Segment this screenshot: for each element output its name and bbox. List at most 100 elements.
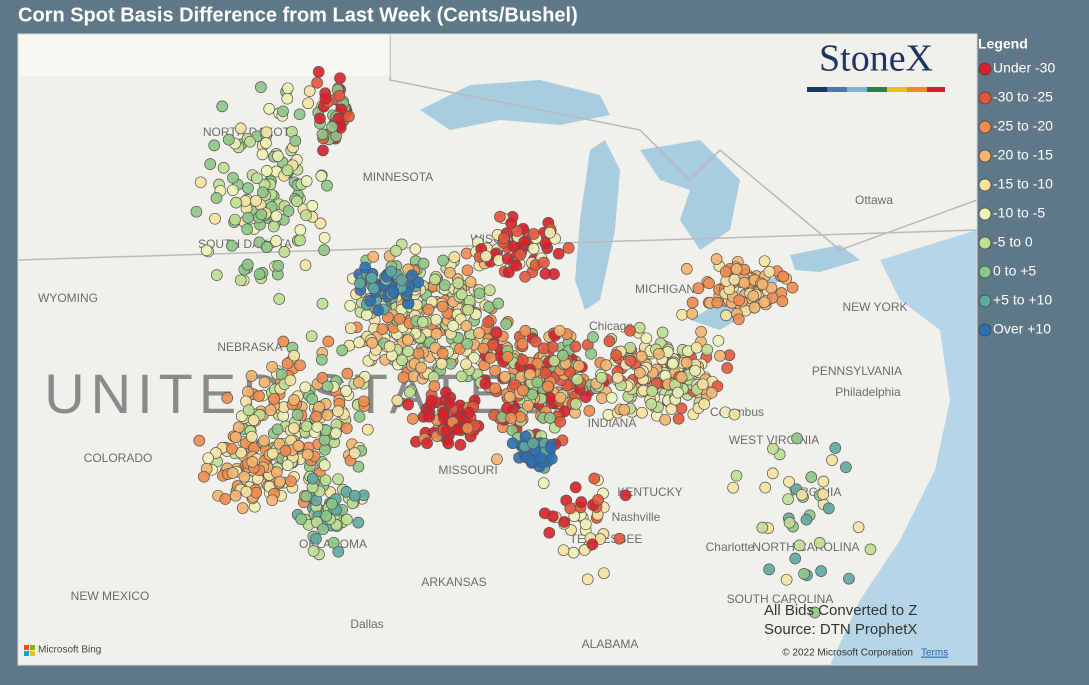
bid-dot	[552, 247, 565, 260]
bid-dot	[425, 394, 438, 407]
terms-link[interactable]: Terms	[921, 648, 948, 659]
bid-dot	[640, 332, 653, 345]
bid-dot	[294, 224, 307, 236]
bid-dot	[352, 460, 365, 473]
lake-huron	[640, 140, 740, 250]
bid-dot	[332, 405, 344, 418]
bid-dot	[524, 368, 536, 381]
bid-dot	[463, 406, 475, 419]
bid-dot	[579, 518, 592, 531]
bid-dot	[728, 408, 741, 421]
bid-dot	[719, 265, 732, 278]
legend-label: -25 to -20	[993, 118, 1053, 134]
bid-dot	[306, 393, 318, 405]
bid-dot	[575, 496, 588, 508]
bid-dot	[319, 443, 331, 456]
bid-dot	[544, 442, 557, 454]
bid-dot	[652, 347, 665, 360]
bid-dot	[227, 171, 239, 184]
bid-dot	[200, 244, 213, 257]
bid-dot	[473, 327, 485, 339]
legend-swatch	[978, 236, 992, 250]
bid-dot	[468, 351, 480, 364]
bid-dot	[808, 606, 821, 619]
bid-dot	[554, 391, 567, 404]
bid-dot	[672, 386, 684, 399]
ocean	[830, 230, 977, 665]
bid-dot	[783, 516, 796, 529]
bid-dot	[826, 454, 838, 466]
bid-dot	[341, 367, 354, 380]
bid-dot	[281, 164, 294, 177]
place-label: NEW YORK	[842, 300, 907, 314]
bid-dot	[357, 395, 370, 408]
bid-dot	[543, 526, 556, 539]
bid-dot	[266, 447, 279, 460]
bid-dot	[310, 532, 322, 545]
legend-label: -10 to -5	[993, 205, 1045, 221]
bid-dot	[255, 208, 268, 221]
bid-dot	[428, 380, 441, 392]
bid-dot	[365, 271, 378, 284]
bid-dot	[316, 297, 329, 310]
bid-dot	[460, 247, 473, 260]
bid-dot	[817, 475, 830, 488]
bid-dot	[383, 340, 396, 353]
bid-dot	[359, 261, 372, 274]
bid-dot	[284, 374, 297, 387]
bid-dot	[343, 110, 355, 123]
bid-dot	[435, 357, 448, 370]
bid-dot	[255, 81, 267, 93]
bid-dot	[461, 264, 474, 277]
bid-dot	[585, 347, 597, 360]
legend: Under -30 -30 to -25 -25 to -20 -20 to -15 -…	[978, 60, 1055, 337]
bid-dot	[817, 488, 830, 501]
bid-dot	[501, 252, 514, 265]
bid-dot	[209, 212, 221, 225]
bid-dot	[440, 386, 452, 399]
bid-dot	[236, 502, 249, 514]
bid-dot	[288, 349, 300, 362]
bid-dot	[473, 287, 486, 300]
bid-dot	[332, 545, 345, 558]
bid-dot	[583, 405, 596, 417]
bid-dot	[302, 97, 314, 110]
bid-dot	[544, 226, 556, 239]
bid-dot	[813, 537, 826, 549]
bid-dot	[318, 244, 330, 256]
bid-dot	[796, 489, 808, 501]
bid-dot	[367, 282, 380, 295]
legend-swatch	[978, 178, 992, 192]
bid-dot	[635, 350, 648, 363]
legend-swatch	[978, 120, 992, 134]
bid-dot	[268, 392, 280, 405]
bid-dot	[518, 236, 531, 248]
bid-dot	[666, 357, 679, 370]
bid-dot	[417, 257, 430, 270]
bid-dot	[440, 424, 453, 437]
bid-dot	[314, 217, 327, 230]
bid-dot	[312, 66, 325, 78]
bid-dot	[202, 452, 215, 465]
bid-dot	[422, 303, 435, 316]
bid-dot	[301, 448, 314, 461]
bid-dot	[322, 335, 335, 348]
bid-dot	[274, 475, 286, 488]
bid-dot	[680, 263, 693, 275]
bid-dot	[336, 344, 349, 357]
bid-dot	[229, 431, 242, 444]
bid-dot	[511, 225, 524, 237]
bid-dot	[198, 470, 210, 483]
bid-dot	[278, 246, 291, 258]
bid-dot	[344, 299, 357, 312]
bid-dot	[315, 170, 328, 182]
bid-dot	[303, 85, 316, 97]
lake-michigan	[575, 140, 620, 310]
bid-dot	[519, 430, 532, 443]
place-label: KENTUCKY	[617, 485, 682, 499]
annotation: All Bids Converted to Z	[764, 602, 917, 619]
bid-dot	[557, 349, 569, 362]
title: Corn Spot Basis Difference from Last Wee…	[18, 4, 578, 26]
bid-dot	[461, 422, 474, 435]
bid-dot	[443, 397, 456, 409]
